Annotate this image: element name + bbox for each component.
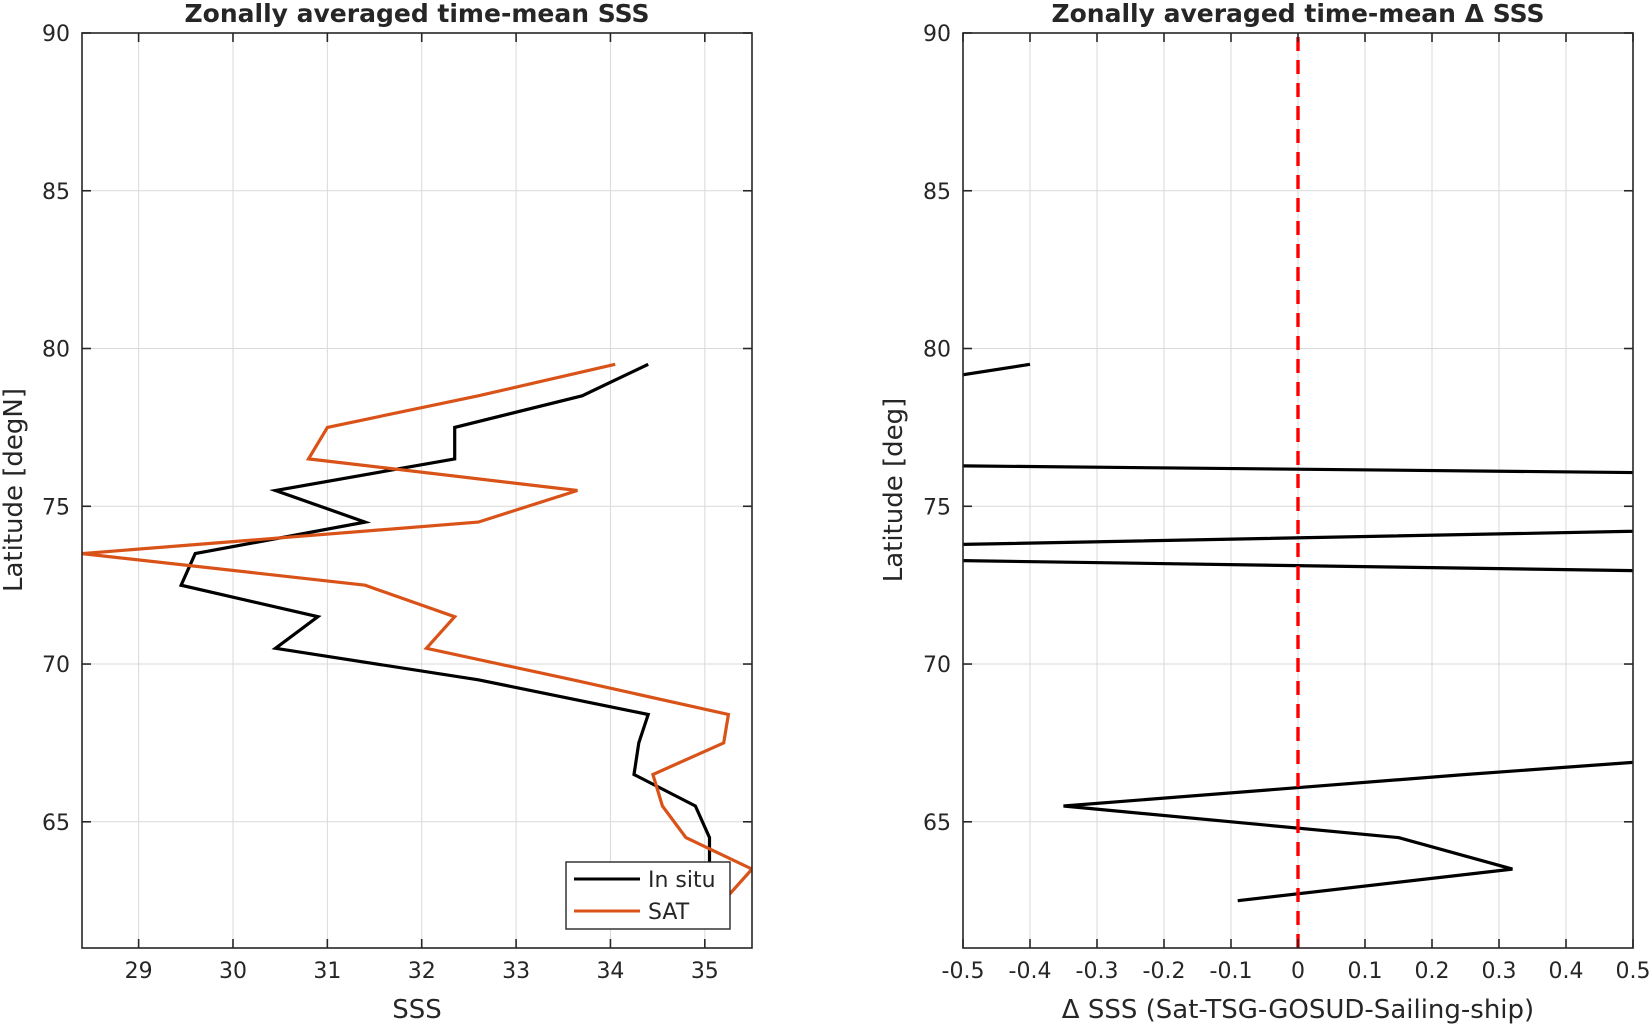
x-tick-label: -0.5: [942, 959, 985, 984]
series-group: [963, 37, 1633, 948]
legend: In situ SAT: [565, 861, 731, 930]
y-tick-label: 75: [923, 495, 951, 520]
chart-title: Zonally averaged time-mean Δ SSS: [1052, 0, 1545, 28]
plot-frame: [81, 32, 753, 949]
tick-labels: -0.5 -0.4 -0.3 -0.2 -0.1 0 0.1 0.2 0.3 0.4 0.5 65 70…: [923, 22, 1651, 984]
tick-marks: [962, 32, 1634, 948]
x-tick-label: 0.1: [1348, 959, 1383, 984]
y-axis-label: Latitude [degN]: [0, 388, 29, 592]
x-tick-label: 0.2: [1415, 959, 1450, 984]
delta-sss-panel: -0.5 -0.4 -0.3 -0.2 -0.1 0 0.1 0.2 0.3 0.4 0.5 65 70…: [879, 0, 1651, 1025]
grid-lines: [962, 32, 1634, 948]
x-tick-label: -0.3: [1076, 959, 1119, 984]
y-tick-label: 70: [923, 653, 951, 678]
x-tick-label: -0.2: [1143, 959, 1186, 984]
y-tick-label: 70: [42, 653, 70, 678]
y-tick-label: 75: [42, 495, 70, 520]
x-tick-label: 33: [502, 959, 530, 984]
y-tick-label: 65: [42, 811, 70, 836]
legend-label-in-situ: In situ: [648, 868, 716, 893]
x-tick-label: 0.4: [1549, 959, 1584, 984]
legend-label-sat: SAT: [648, 900, 690, 925]
x-tick-label: -0.1: [1210, 959, 1253, 984]
series-line-in-situ: [178, 362, 712, 901]
x-tick-label: -0.4: [1009, 959, 1052, 984]
x-axis-label: Δ SSS (Sat-TSG-GOSUD-Sailing-ship): [1062, 995, 1534, 1025]
x-tick-label: 30: [219, 959, 247, 984]
y-tick-label: 85: [923, 180, 951, 205]
x-tick-label: 29: [125, 959, 153, 984]
y-tick-label: 90: [42, 22, 70, 47]
grid-lines: [82, 32, 752, 948]
x-tick-label: 0.3: [1482, 959, 1517, 984]
y-tick-label: 80: [42, 338, 70, 363]
y-tick-label: 65: [923, 811, 951, 836]
x-tick-label: 0: [1291, 959, 1305, 984]
x-tick-label: 35: [691, 959, 719, 984]
chart-title: Zonally averaged time-mean SSS: [185, 0, 650, 28]
series-group: [82, 362, 752, 902]
legend-box: [565, 861, 731, 930]
y-tick-label: 80: [923, 338, 951, 363]
series-line-sat: [82, 362, 752, 902]
series-line-delta-sss-0: [963, 362, 1633, 903]
x-tick-label: 34: [596, 959, 624, 984]
x-tick-label: 0.5: [1616, 959, 1651, 984]
tick-marks: [82, 32, 752, 948]
tick-labels: 29 30 31 32 33 34 35 65 70 75 80 85 90: [42, 22, 719, 984]
x-tick-label: 31: [313, 959, 341, 984]
x-tick-label: 32: [408, 959, 436, 984]
sss-panel: 29 30 31 32 33 34 35 65 70 75 80 85 90 Zonally avera…: [0, 0, 753, 1025]
x-axis-label: SSS: [392, 995, 442, 1025]
y-tick-label: 90: [923, 22, 951, 47]
y-tick-label: 85: [42, 180, 70, 205]
y-axis-label: Latitude [deg]: [879, 398, 909, 583]
